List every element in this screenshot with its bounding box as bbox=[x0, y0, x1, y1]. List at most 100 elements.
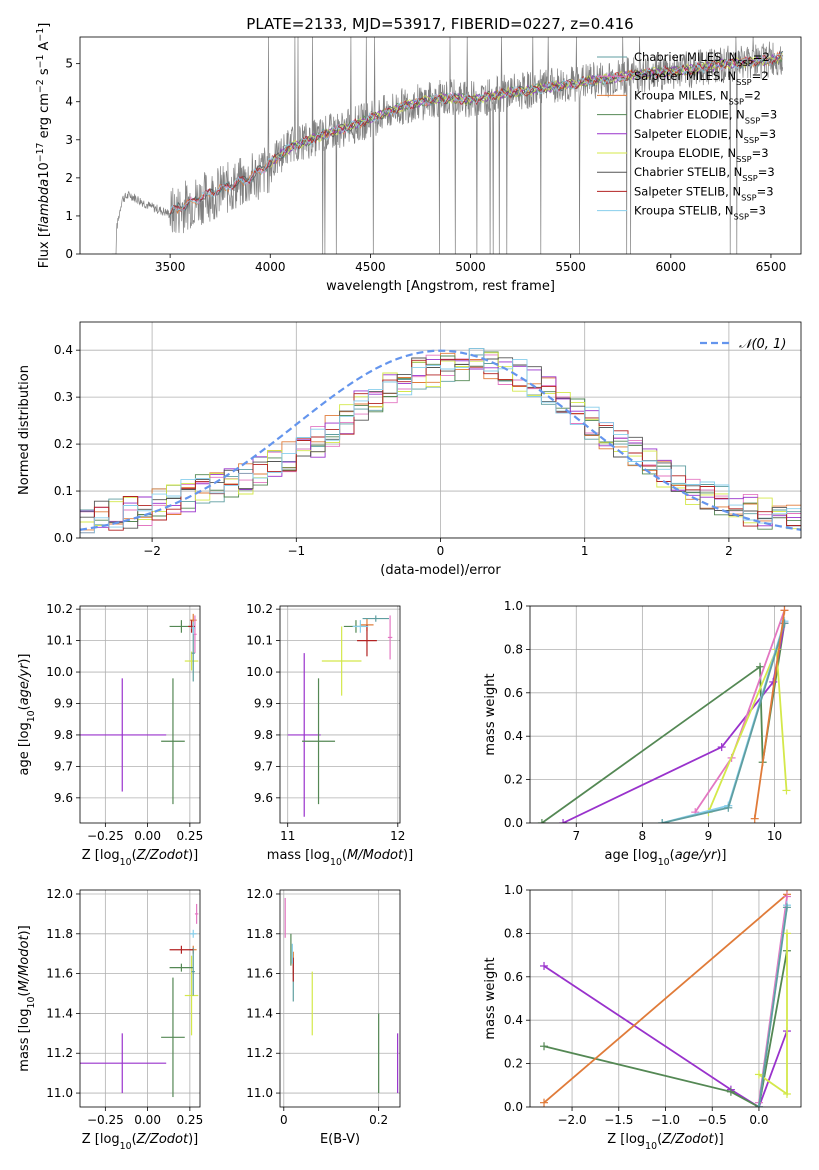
y-tick-label: 0.2 bbox=[504, 1057, 523, 1071]
y-tick-label: 9.6 bbox=[254, 791, 273, 805]
y-tick-label: 11.2 bbox=[246, 1046, 273, 1060]
legend-label: Salpeter MILES, NSSP=2 bbox=[634, 69, 769, 87]
weight-line bbox=[753, 610, 786, 819]
x-tick-label: −2.0 bbox=[557, 1113, 586, 1127]
spectrum-model-line bbox=[169, 53, 784, 211]
y-tick-label: 0.8 bbox=[504, 642, 523, 656]
x-tick-label: 1 bbox=[581, 544, 589, 558]
weight-line bbox=[661, 620, 786, 823]
x-axis-label: mass [log10(M/Modot)] bbox=[267, 848, 413, 868]
x-tick-label: 0.00 bbox=[134, 1113, 161, 1127]
x-axis-label: (data-model)/error bbox=[380, 563, 501, 578]
x-tick-label: −0.25 bbox=[87, 829, 124, 843]
axes-weight-vs-z: −2.0 −1.5 −1.0 −0.5 0.0 0.0 0.2 0.4 0.6 0.8 1.0 Z [… bbox=[483, 883, 802, 1152]
legend-label: 𝒩(0, 1) bbox=[739, 337, 786, 352]
y-tick-label: 2 bbox=[65, 171, 73, 185]
axes-spectrum: 3500 4000 4500 5000 5500 6000 6500 0 1 2 3 4 5 wavele… bbox=[35, 23, 802, 294]
weight-line bbox=[758, 907, 788, 1107]
plot-area bbox=[280, 890, 400, 1107]
y-tick-label: 10.0 bbox=[246, 665, 273, 679]
plot-area bbox=[80, 322, 801, 538]
axes-frame bbox=[529, 889, 802, 1108]
x-tick-label: 8 bbox=[639, 829, 647, 843]
x-axis-label: age [log10(age/yr)] bbox=[604, 848, 726, 868]
y-axis-label: Flux [flambda10−17 erg cm−2 s−1 A−1] bbox=[35, 23, 53, 269]
y-axis-label: mass weight bbox=[483, 673, 498, 755]
y-tick-label: 11.8 bbox=[46, 927, 73, 941]
x-tick-label: 0.25 bbox=[176, 1113, 203, 1127]
y-tick-label: 0.0 bbox=[504, 816, 523, 830]
legend-label: Kroupa STELIB, NSSP=3 bbox=[634, 204, 766, 222]
x-tick-label: −1 bbox=[287, 544, 305, 558]
plot-area bbox=[80, 890, 200, 1107]
y-tick-label: 0.4 bbox=[504, 1013, 523, 1027]
y-tick-label: 5 bbox=[65, 57, 73, 71]
x-tick-label: −2 bbox=[143, 544, 161, 558]
legend-label: Chabrier ELODIE, NSSP=3 bbox=[634, 108, 777, 126]
y-tick-label: 0 bbox=[65, 247, 73, 261]
x-tick-label: 7 bbox=[572, 829, 580, 843]
legend-label: Salpeter STELIB, NSSP=3 bbox=[634, 184, 774, 202]
histogram-step bbox=[80, 358, 801, 538]
x-axis-label: wavelength [Angstrom, rest frame] bbox=[326, 279, 555, 294]
y-tick-label: 10.2 bbox=[246, 602, 273, 616]
y-tick-label: 9.6 bbox=[54, 791, 73, 805]
plot-area bbox=[112, 37, 784, 254]
y-tick-label: 0.6 bbox=[504, 970, 523, 984]
y-tick-label: 9.8 bbox=[254, 728, 273, 742]
axes-frame bbox=[79, 605, 201, 824]
plot-area bbox=[530, 890, 801, 1107]
normal-curve bbox=[80, 349, 801, 531]
x-tick-label: 0 bbox=[280, 1113, 288, 1127]
spectrum-model-line bbox=[169, 50, 784, 215]
y-tick-label: 11.6 bbox=[46, 967, 73, 981]
x-tick-label: −0.5 bbox=[698, 1113, 727, 1127]
axes-frame bbox=[79, 889, 201, 1108]
legend-label: Kroupa ELODIE, NSSP=3 bbox=[634, 146, 769, 164]
weight-line bbox=[543, 950, 788, 1107]
y-tick-label: 11.4 bbox=[46, 1006, 73, 1020]
x-axis-label: Z [log10(Z/Zodot)] bbox=[82, 848, 199, 868]
x-tick-label: 10 bbox=[767, 829, 782, 843]
y-tick-label: 1 bbox=[65, 209, 73, 223]
y-tick-label: 0.8 bbox=[504, 926, 523, 940]
x-tick-label: 4500 bbox=[355, 260, 386, 274]
y-tick-label: 9.9 bbox=[254, 696, 273, 710]
axes-frame bbox=[79, 36, 802, 255]
weight-line bbox=[541, 623, 786, 823]
x-tick-label: 6000 bbox=[656, 260, 687, 274]
y-tick-label: 11.8 bbox=[246, 927, 273, 941]
x-tick-label: 0.25 bbox=[176, 829, 203, 843]
plot-area bbox=[80, 606, 200, 823]
y-tick-label: 0.0 bbox=[504, 1100, 523, 1114]
y-tick-label: 1.0 bbox=[504, 599, 523, 613]
axes-frame bbox=[279, 605, 401, 824]
axes-mass-vs-ebv: 0 0.2 11.0 11.2 11.4 11.6 11.8 12.0 E(B-V) bbox=[246, 887, 401, 1147]
legend-label: Chabrier STELIB, NSSP=3 bbox=[634, 165, 775, 183]
x-tick-label: 11 bbox=[280, 829, 295, 843]
weight-line bbox=[543, 893, 788, 1104]
weight-line bbox=[562, 623, 786, 823]
axes-frame bbox=[279, 889, 401, 1108]
x-tick-label: 0.2 bbox=[369, 1113, 388, 1127]
y-tick-label: 3 bbox=[65, 133, 73, 147]
y-axis-label: age [log10(age/yr)] bbox=[17, 653, 37, 775]
y-tick-label: 0.3 bbox=[54, 390, 73, 404]
axes-residuals: −2 −1 0 1 2 0.0 0.1 0.2 0.3 0.4 (data-model)/error… bbox=[17, 321, 802, 578]
y-tick-label: 1.0 bbox=[504, 883, 523, 897]
y-tick-label: 9.7 bbox=[54, 759, 73, 773]
x-tick-label: 0 bbox=[437, 544, 445, 558]
x-axis-label: Z [log10(Z/Zodot)] bbox=[82, 1132, 199, 1152]
y-tick-label: 9.9 bbox=[54, 696, 73, 710]
plot-area bbox=[280, 606, 400, 823]
y-axis-label: mass [log10(M/Modot)] bbox=[17, 925, 37, 1071]
y-tick-label: 0.0 bbox=[54, 531, 73, 545]
legend: 𝒩(0, 1) bbox=[700, 337, 786, 352]
axes-age-vs-mass: 11 12 9.6 9.7 9.8 9.9 10.0 10.1 10.2 mass [log10(… bbox=[246, 602, 413, 867]
y-axis-label: mass weight bbox=[483, 957, 498, 1039]
axes-weight-vs-age: 7 8 9 10 0.0 0.2 0.4 0.6 0.8 1.0 age [log10(age/yr… bbox=[483, 599, 802, 868]
x-tick-label: 2 bbox=[725, 544, 733, 558]
x-tick-label: −1.0 bbox=[651, 1113, 680, 1127]
x-tick-label: 5500 bbox=[555, 260, 586, 274]
